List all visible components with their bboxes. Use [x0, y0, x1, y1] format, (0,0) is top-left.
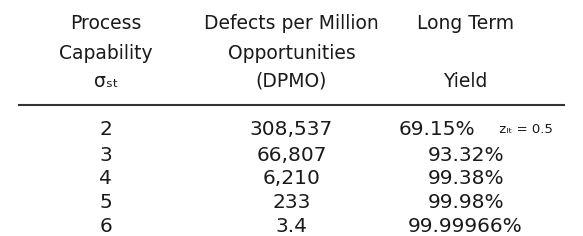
Text: 99.38%: 99.38%: [427, 169, 504, 188]
Text: Process: Process: [70, 13, 142, 33]
Text: 4: 4: [99, 169, 113, 188]
Text: 3: 3: [100, 146, 112, 164]
Text: 99.99966%: 99.99966%: [408, 217, 523, 236]
Text: 2: 2: [99, 120, 113, 139]
Text: 3.4: 3.4: [276, 217, 307, 236]
Text: Defects per Million: Defects per Million: [204, 13, 379, 33]
Text: Long Term: Long Term: [417, 13, 514, 33]
Text: Yield: Yield: [444, 72, 488, 91]
Text: σₛₜ: σₛₜ: [94, 72, 118, 91]
Text: 5: 5: [100, 193, 112, 212]
Text: zₗₜ = 0.5: zₗₜ = 0.5: [494, 122, 553, 136]
Text: 93.32%: 93.32%: [427, 146, 504, 164]
Text: 99.98%: 99.98%: [427, 193, 504, 212]
Text: 69.15%: 69.15%: [398, 120, 475, 139]
Text: 66,807: 66,807: [257, 146, 326, 164]
Text: 233: 233: [272, 193, 311, 212]
Text: 6: 6: [100, 217, 112, 236]
Text: 6,210: 6,210: [262, 169, 321, 188]
Text: (DPMO): (DPMO): [256, 72, 327, 91]
Text: Opportunities: Opportunities: [227, 44, 356, 63]
Text: 308,537: 308,537: [250, 120, 333, 139]
Text: Capability: Capability: [59, 44, 153, 63]
